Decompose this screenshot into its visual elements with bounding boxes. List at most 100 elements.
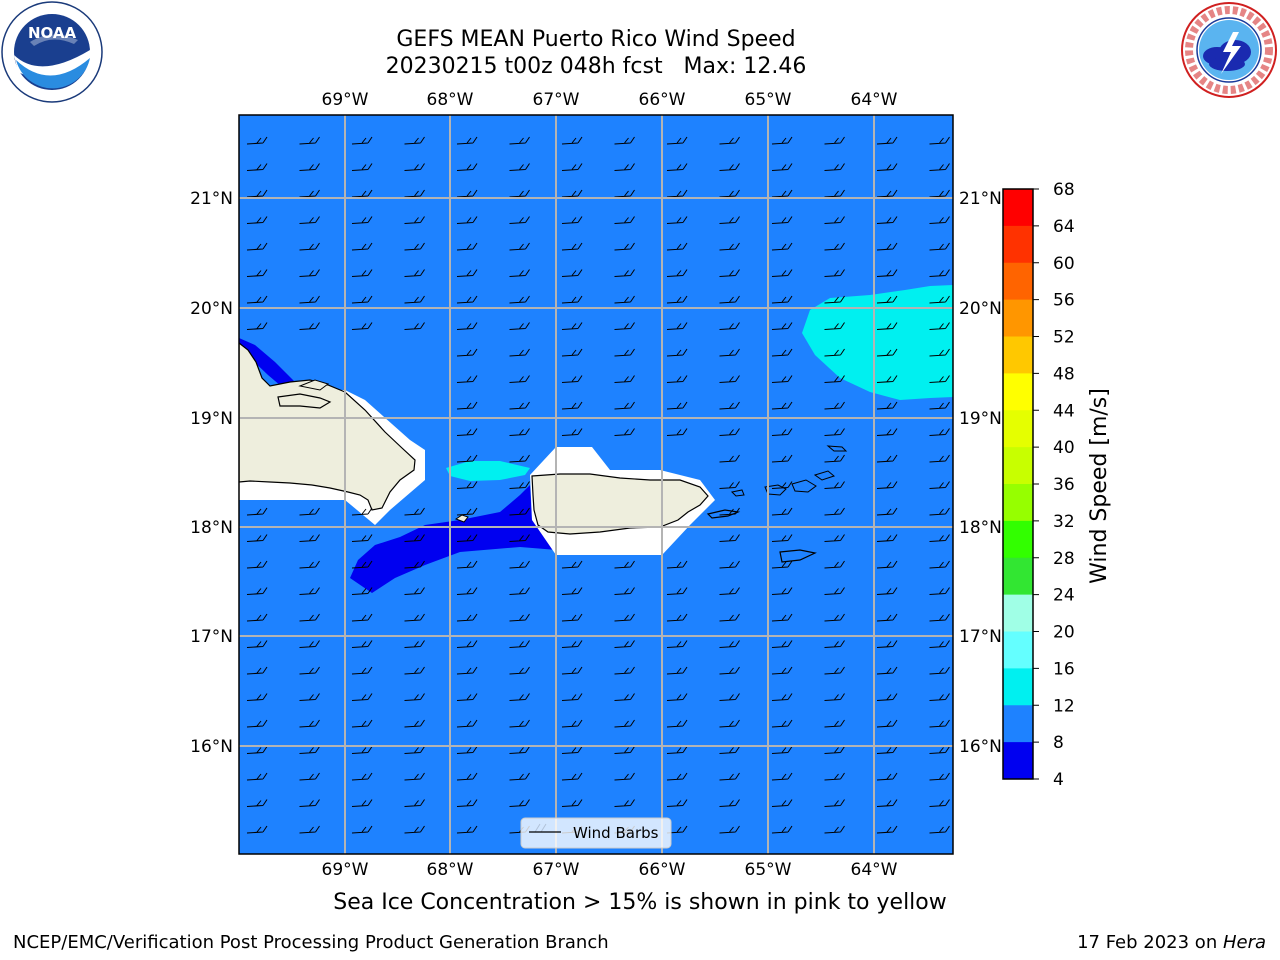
wind-barb xyxy=(719,189,740,198)
colorbar: 68 64 60 56 52 48 44 40 36 32 28 24 20 16 12 8 4 xyxy=(1002,180,1075,790)
wind-barb xyxy=(614,163,635,171)
wind-barb xyxy=(509,560,530,569)
wind-barb xyxy=(246,136,268,145)
wind-barb xyxy=(771,560,793,569)
wind-barb xyxy=(614,560,635,569)
wind-field-12-16-northeast xyxy=(802,285,953,400)
wind-barb xyxy=(719,136,740,145)
wind-barb xyxy=(456,481,478,489)
wind-barb xyxy=(929,799,950,807)
colorbar-tick-label: 48 xyxy=(1053,364,1075,384)
wind-barb xyxy=(404,693,425,701)
wind-barb xyxy=(561,269,583,277)
lat-label-left: 21°N xyxy=(190,189,233,209)
colorbar-tick-label: 52 xyxy=(1053,328,1075,348)
wind-barb xyxy=(351,587,373,595)
wind-barb xyxy=(929,587,950,595)
wind-barb xyxy=(771,163,793,171)
lat-label-right: 16°N xyxy=(959,737,1002,757)
wind-barb xyxy=(719,295,740,304)
wind-barb xyxy=(404,825,425,834)
wind-barb xyxy=(719,481,740,489)
wind-barb xyxy=(876,640,898,648)
wind-barb xyxy=(246,666,268,675)
wind-barb xyxy=(404,772,425,781)
wind-barb xyxy=(719,719,740,728)
wind-barb xyxy=(509,242,530,251)
wind-barb xyxy=(404,189,425,198)
wind-barb xyxy=(824,454,845,463)
lon-label-top: 68°W xyxy=(427,90,474,110)
wind-barb xyxy=(666,136,688,145)
wind-barb xyxy=(824,348,845,357)
wind-barb xyxy=(509,322,530,330)
island-anegada xyxy=(826,445,848,452)
wind-barb xyxy=(929,136,950,145)
wind-barb xyxy=(824,772,845,781)
wind-barb xyxy=(351,772,373,781)
wind-barb xyxy=(246,163,268,171)
wind-barb xyxy=(246,560,268,569)
wind-barb xyxy=(404,587,425,595)
wind-barb xyxy=(614,295,635,304)
wind-barb xyxy=(509,163,530,171)
lon-label-bottom: 69°W xyxy=(322,860,369,880)
wind-barb xyxy=(561,242,583,251)
colorbar-tick-label: 56 xyxy=(1053,291,1075,311)
wind-barb xyxy=(456,746,478,754)
wind-barb xyxy=(824,613,845,622)
footer-date: 17 Feb 2023 on Hera xyxy=(1077,932,1266,953)
wind-barb xyxy=(771,640,793,648)
wind-barb xyxy=(666,189,688,198)
colorbar-label: Wind Speed [m/s] xyxy=(1087,388,1112,584)
wind-barb xyxy=(404,719,425,728)
lat-label-left: 16°N xyxy=(190,737,233,757)
wind-barb xyxy=(876,216,898,224)
wind-barb xyxy=(614,136,635,145)
wind-barb xyxy=(666,295,688,304)
lon-label-top: 67°W xyxy=(533,90,580,110)
lat-label-right: 20°N xyxy=(959,299,1002,319)
wind-barb xyxy=(404,269,425,277)
lat-label-left: 19°N xyxy=(190,409,233,429)
wind-barb xyxy=(561,428,583,436)
wind-barb xyxy=(771,454,793,463)
wind-barb xyxy=(929,666,950,675)
wind-barb xyxy=(771,825,793,834)
wind-barb xyxy=(666,640,688,648)
wind-barb xyxy=(614,242,635,251)
wind-barb xyxy=(771,481,793,489)
wind-barb xyxy=(929,693,950,701)
wind-barb xyxy=(246,772,268,781)
wind-barb xyxy=(771,772,793,781)
colorbar-swatch xyxy=(1003,336,1033,374)
wind-barb xyxy=(351,613,373,622)
wind-barb xyxy=(351,746,373,754)
island-mona xyxy=(454,514,469,523)
wind-barb xyxy=(561,163,583,171)
wind-barb xyxy=(456,428,478,436)
wind-barb xyxy=(771,613,793,622)
wind-barb xyxy=(246,295,268,304)
wind-barb xyxy=(719,746,740,754)
wind-barb xyxy=(666,428,688,436)
wind-barb xyxy=(246,799,268,807)
wind-barb xyxy=(509,428,530,436)
wind-barb xyxy=(351,534,373,542)
colorbar-swatch xyxy=(1003,484,1033,522)
wind-barb xyxy=(456,560,478,569)
wind-barb xyxy=(876,746,898,754)
wind-barb xyxy=(456,534,478,542)
wind-barb xyxy=(929,269,950,277)
wind-barb xyxy=(351,560,373,569)
wind-barb xyxy=(929,719,950,728)
wind-barb xyxy=(246,242,268,251)
colorbar-tick-label: 32 xyxy=(1053,512,1075,532)
wind-barb xyxy=(824,666,845,675)
wind-barb xyxy=(666,242,688,251)
wind-barb xyxy=(824,746,845,754)
wind-barb xyxy=(351,693,373,701)
wind-barb xyxy=(509,295,530,304)
wind-barb xyxy=(824,322,845,330)
island-tortola xyxy=(813,470,836,481)
